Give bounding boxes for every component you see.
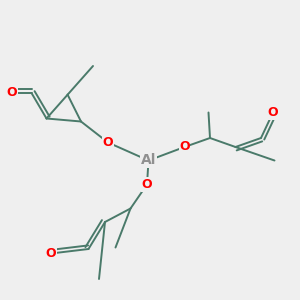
- Text: Al: Al: [141, 154, 156, 167]
- Text: O: O: [268, 106, 278, 119]
- Text: O: O: [103, 136, 113, 149]
- Text: O: O: [46, 247, 56, 260]
- Text: Al: Al: [141, 154, 156, 167]
- Text: O: O: [142, 178, 152, 191]
- Text: O: O: [7, 86, 17, 100]
- Text: O: O: [179, 140, 190, 154]
